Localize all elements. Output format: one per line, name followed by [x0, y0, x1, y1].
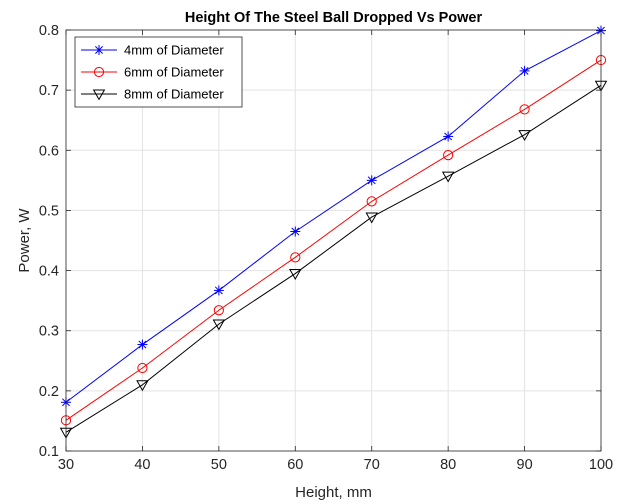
- series-2: [60, 54, 607, 426]
- series-layer: [59, 25, 608, 439]
- data-point: [290, 226, 301, 237]
- legend-marker: [94, 45, 104, 55]
- series-line: [65, 59, 602, 421]
- data-point: [136, 380, 149, 392]
- x-tick-label: 50: [211, 457, 227, 473]
- y-tick-label: 0.2: [39, 384, 59, 400]
- x-tick-label: 40: [134, 457, 150, 473]
- legend-item: 4mm of Diameter: [81, 43, 224, 58]
- series-line: [65, 84, 602, 433]
- x-tick-label: 30: [58, 457, 74, 473]
- y-tick-label: 0.3: [39, 324, 59, 340]
- data-point: [137, 362, 148, 374]
- legend-marker: [93, 66, 105, 78]
- chart-title: Height Of The Steel Ball Dropped Vs Powe…: [185, 10, 483, 26]
- x-tick-label: 80: [440, 457, 456, 473]
- x-tick-label: 60: [287, 457, 303, 473]
- data-point: [213, 305, 224, 316]
- axis-ticks: 30 40 50 60 70 80 90 100 0.1 0.2 0.3 0.4 0.5 0.6 0.7 0.…: [39, 23, 613, 473]
- y-axis-label: Power, W: [16, 208, 33, 273]
- y-tick-label: 0.6: [39, 143, 59, 159]
- legend-item: 8mm of Diameter: [81, 87, 224, 102]
- x-tick-label: 90: [517, 457, 533, 473]
- x-axis-label: Height, mm: [295, 484, 372, 501]
- data-point: [290, 252, 301, 263]
- data-point: [366, 196, 377, 207]
- data-point: [366, 175, 377, 186]
- data-point: [443, 131, 454, 142]
- data-point: [519, 65, 530, 76]
- data-point: [443, 149, 454, 161]
- y-tick-label: 0.7: [39, 83, 59, 99]
- data-point: [213, 285, 224, 296]
- legend-item: 6mm of Diameter: [81, 65, 224, 80]
- data-point: [519, 104, 530, 115]
- series-line: [65, 30, 602, 403]
- x-tick-label: 100: [589, 457, 613, 473]
- legend: 4mm of Diameter 6mm of Diameter 8mm of Dia…: [74, 36, 243, 108]
- data-point: [518, 130, 531, 142]
- data-point: [365, 212, 378, 224]
- plot-frame: [65, 29, 602, 452]
- y-tick-label: 0.4: [39, 264, 59, 280]
- data-point: [212, 319, 226, 331]
- data-point: [441, 171, 455, 183]
- y-tick-label: 0.8: [39, 23, 59, 39]
- y-tick-label: 0.5: [39, 203, 59, 219]
- data-point: [137, 339, 148, 350]
- y-tick-label: 0.1: [39, 444, 59, 460]
- data-point: [289, 269, 302, 280]
- x-tick-label: 70: [364, 457, 380, 473]
- legend-label: 6mm of Diameter: [124, 65, 224, 80]
- legend-marker: [92, 89, 106, 101]
- series-3: [59, 80, 608, 439]
- legend-label: 8mm of Diameter: [124, 87, 224, 102]
- legend-label: 4mm of Diameter: [124, 43, 224, 58]
